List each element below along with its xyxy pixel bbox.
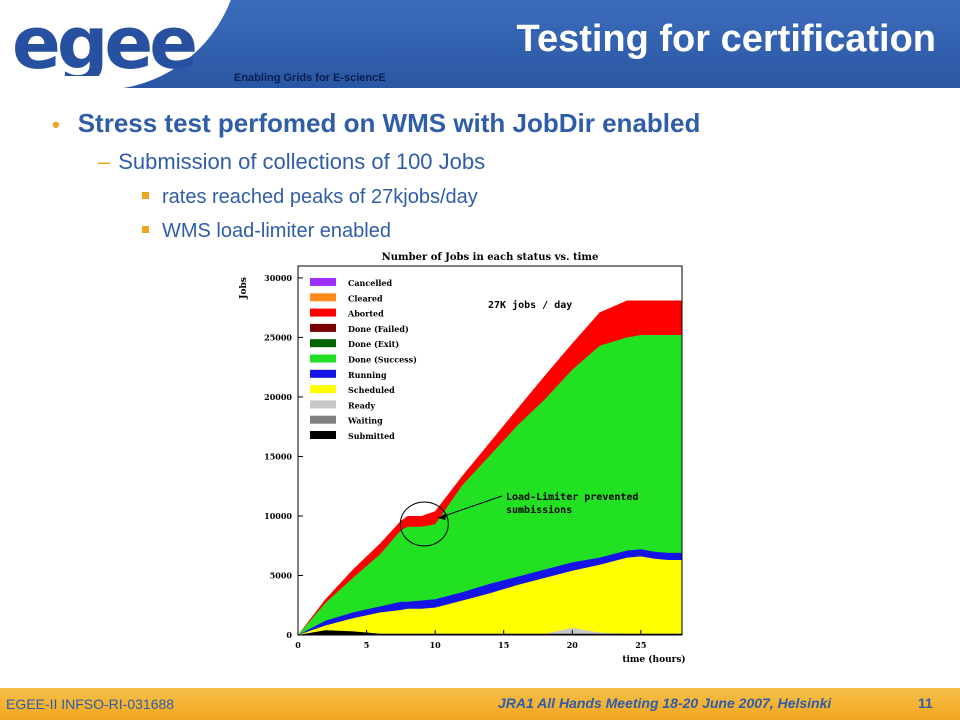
area-ready — [298, 627, 682, 635]
annotation-rate: 27K jobs / day — [488, 299, 572, 311]
legend-label: Done (Success) — [348, 355, 417, 365]
y-tick-label: 25000 — [264, 332, 292, 342]
annotation-arrow-line — [438, 495, 503, 519]
legend-label: Done (Exit) — [348, 339, 399, 349]
legend-label: Submitted — [348, 431, 395, 441]
x-tick-label: 10 — [430, 640, 442, 650]
header-band: egee Enabling Grids for E-sciencE Testin… — [0, 0, 960, 90]
footer-meeting: JRA1 All Hands Meeting 18-20 June 2007, … — [498, 695, 832, 711]
footer-project-id: EGEE-II INFSO-RI-031688 — [6, 696, 175, 712]
area-submitted — [298, 630, 682, 635]
annotation-limiter-line1: Load-Limiter prevented — [506, 491, 638, 503]
y-tick-label: 30000 — [264, 273, 292, 283]
bullet-level1: • Stress test perfomed on WMS with JobDir… — [52, 108, 700, 139]
legend-swatch — [310, 323, 336, 332]
bullet-level3-b: WMS load-limiter enabled — [142, 220, 391, 243]
legend-swatch — [310, 293, 336, 302]
legend-label: Cleared — [348, 293, 383, 303]
legend-swatch — [310, 354, 336, 363]
legend-label: Aborted — [347, 309, 384, 319]
axis-ticks: 0 5000 10000 15000 20000 25000 30000 0 5 10 15 20 25 — [264, 273, 646, 650]
bullet-dot-icon: • — [52, 112, 60, 137]
legend-label: Ready — [348, 400, 376, 410]
x-tick-label: 15 — [498, 640, 509, 650]
y-tick-label: 0 — [286, 630, 292, 640]
bullet-text: rates reached peaks of 27kjobs/day — [162, 186, 478, 208]
legend-swatch — [310, 385, 336, 394]
legend-swatch — [310, 308, 336, 317]
legend-swatch — [310, 431, 336, 439]
page-number: 11 — [918, 695, 933, 711]
bullet-square-icon — [142, 226, 149, 234]
x-tick-label: 25 — [635, 640, 646, 650]
legend-swatch — [310, 278, 336, 286]
bullet-level3-a: rates reached peaks of 27kjobs/day — [142, 186, 478, 209]
bullet-text: WMS load-limiter enabled — [162, 220, 391, 242]
plot-frame — [297, 265, 683, 636]
bullet-level2: – Submission of collections of 100 Jobs — [98, 149, 485, 175]
annotation-circle — [399, 501, 449, 547]
x-axis-label: time (hours) — [622, 654, 685, 665]
egee-logo: egee — [12, 12, 199, 76]
annotations: 27K jobs / day Load-Limiter preventedsumb… — [399, 299, 638, 547]
chart-title: Number of Jobs in each status vs. time — [382, 252, 599, 263]
y-tick-label: 15000 — [264, 451, 292, 461]
area-scheduled — [298, 556, 682, 635]
legend-label: Waiting — [347, 416, 383, 426]
bullet-square-icon — [142, 192, 149, 200]
y-tick-label: 5000 — [270, 570, 293, 580]
jobs-status-chart: Number of Jobs in each status vs. time J… — [239, 252, 686, 665]
page-title: Testing for certification — [516, 18, 936, 60]
bullet-dash-icon: – — [98, 149, 111, 174]
bullet-text: Submission of collections of 100 Jobs — [118, 149, 486, 174]
legend-swatch — [310, 400, 336, 409]
legend-label: Scheduled — [348, 385, 395, 395]
annotation-arrow-head — [438, 512, 447, 520]
legend-label: Cancelled — [348, 278, 392, 288]
legend-swatch — [310, 339, 336, 348]
x-tick-label: 0 — [295, 640, 301, 650]
legend-label: Done (Failed) — [348, 324, 409, 334]
logo-letters: egee — [12, 12, 195, 76]
annotation-limiter-line2: sumbissions — [506, 504, 572, 516]
legend-swatch — [310, 369, 336, 378]
y-tick-label: 20000 — [264, 392, 292, 402]
x-tick-label: 20 — [567, 640, 579, 650]
legend-label: Running — [348, 370, 387, 380]
plot-areas — [298, 300, 682, 635]
y-tick-label: 10000 — [264, 511, 292, 521]
y-axis-label: Jobs — [239, 277, 249, 300]
logo-tagline: Enabling Grids for E-sciencE — [234, 72, 386, 84]
bullet-text: Stress test perfomed on WMS with JobDir … — [77, 108, 701, 138]
footer-band: EGEE-II INFSO-RI-031688 JRA1 All Hands M… — [0, 688, 960, 720]
legend: Cancelled Cleared Aborted Done (Failed) Done… — [310, 278, 417, 441]
legend-swatch — [310, 415, 336, 424]
x-tick-label: 5 — [364, 640, 370, 650]
